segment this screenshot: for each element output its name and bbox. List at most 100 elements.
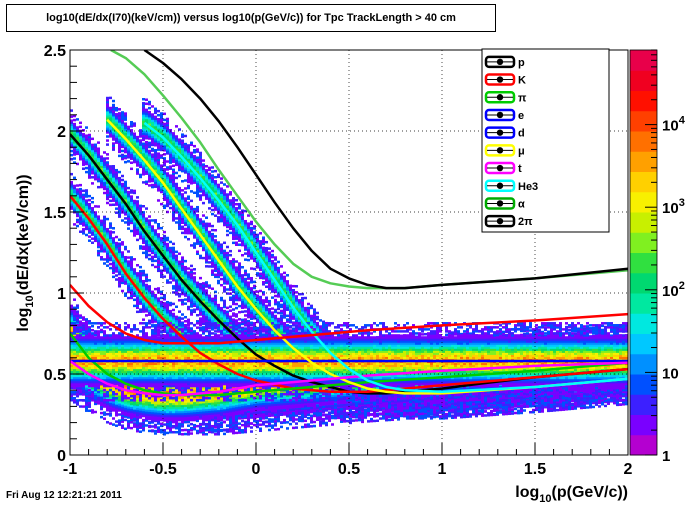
heatmap-cell [73, 185, 76, 188]
heatmap-cell [94, 336, 97, 339]
heatmap-cell [85, 399, 88, 402]
heatmap-cell [73, 298, 76, 301]
heatmap-cell [82, 332, 85, 335]
heatmap-cell [94, 411, 97, 414]
heatmap-cell [85, 199, 88, 202]
heatmap-cell [88, 199, 91, 202]
heatmap-cell [88, 235, 91, 238]
heatmap-cell [73, 322, 76, 325]
heatmap-cell [82, 133, 85, 136]
heatmap-cell [73, 397, 76, 400]
heatmap-cell [91, 391, 94, 394]
heatmap-cell [82, 336, 85, 339]
heatmap-cell [76, 391, 79, 394]
heatmap-cell [103, 157, 106, 160]
heatmap-cell [79, 122, 82, 125]
heatmap-cell [100, 329, 103, 332]
heatmap-cell [91, 325, 94, 328]
heatmap-cell [97, 322, 100, 325]
heatmap-cell [91, 332, 94, 335]
heatmap-cell [94, 211, 97, 214]
heatmap-cell [91, 201, 94, 204]
heatmap-cell [73, 307, 76, 310]
heatmap-cell [85, 126, 88, 129]
heatmap-cell [76, 188, 79, 191]
heatmap-cell [79, 334, 82, 337]
heatmap-cell [91, 182, 94, 185]
heatmap-cell [100, 220, 103, 223]
heatmap-cell [97, 332, 100, 335]
heatmap-cell [73, 332, 76, 335]
heatmap-cell [88, 328, 91, 331]
heatmap-cell [79, 399, 82, 402]
heatmap-cell [88, 389, 91, 392]
heatmap-cell [88, 397, 91, 400]
heatmap-cell [94, 330, 97, 333]
heatmap-cell [76, 126, 79, 129]
heatmap-cell [85, 393, 88, 396]
heatmap-cell [94, 144, 97, 147]
heatmap-cell [100, 322, 103, 325]
heatmap-cell [91, 241, 94, 244]
heatmap-cell [100, 397, 103, 400]
heatmap-cell [82, 228, 85, 231]
heatmap-cell [103, 216, 106, 219]
heatmap-cell [88, 322, 91, 325]
heatmap-cell [88, 334, 91, 337]
heatmap-cell [85, 234, 88, 237]
heatmap-cell [94, 397, 97, 400]
heatmap-cell [76, 225, 79, 228]
heatmap-cell [97, 250, 100, 253]
heatmap-cell [97, 215, 100, 218]
heatmap-cell [88, 195, 91, 198]
heatmap-cell [103, 417, 106, 420]
heatmap-cell [76, 334, 79, 337]
heatmap-cell [76, 184, 79, 187]
heatmap-cell [94, 205, 97, 208]
heatmap-cell [91, 197, 94, 200]
heatmap-cell [73, 119, 76, 122]
heatmap-cell [79, 126, 82, 129]
heatmap-cell [100, 256, 103, 259]
heatmap-cell [88, 134, 91, 137]
heatmap-cell [97, 147, 100, 150]
heatmap-cell [85, 189, 88, 192]
heatmap-cell [97, 326, 100, 329]
heatmap-cell [91, 207, 94, 210]
heatmap-cell [76, 399, 79, 402]
heatmap-cell [91, 322, 94, 325]
heatmap-cell [103, 192, 106, 195]
heatmap-cell [88, 410, 91, 413]
heatmap-cell [88, 203, 91, 206]
heatmap-cell [97, 186, 100, 189]
heatmap-cell [100, 336, 103, 339]
heatmap-cell [103, 151, 106, 154]
heatmap-cell [79, 322, 82, 325]
heatmap-cell [82, 405, 85, 408]
chart-svg: -1 -0.5 0 0.5 1 1.5 200.511.522.5 pKπedμtHe3α2… [0, 0, 700, 507]
heatmap-cell [76, 219, 79, 222]
heatmap-cell [91, 409, 94, 412]
heatmap-cell [97, 397, 100, 400]
heatmap-cell [82, 194, 85, 197]
heatmap-cell [82, 190, 85, 193]
heatmap-cell [103, 262, 106, 265]
heatmap-cell [91, 329, 94, 332]
heatmap-cell [79, 405, 82, 408]
heatmap-cell [73, 326, 76, 329]
heatmap-cell [85, 134, 88, 137]
heatmap-cell [82, 322, 85, 325]
heatmap-cell [73, 223, 76, 226]
heatmap-cell [91, 138, 94, 141]
heatmap-cell [85, 330, 88, 333]
heatmap-cell [91, 144, 94, 147]
heatmap-cell [91, 237, 94, 240]
heatmap-cell [97, 391, 100, 394]
heatmap-cell [100, 412, 103, 415]
heatmap-cell [103, 258, 106, 261]
heatmap-cell [85, 397, 88, 400]
heatmap-cell [97, 205, 100, 208]
heatmap-cell [76, 304, 79, 307]
heatmap-cell [73, 391, 76, 394]
heatmap-cell [100, 416, 103, 419]
